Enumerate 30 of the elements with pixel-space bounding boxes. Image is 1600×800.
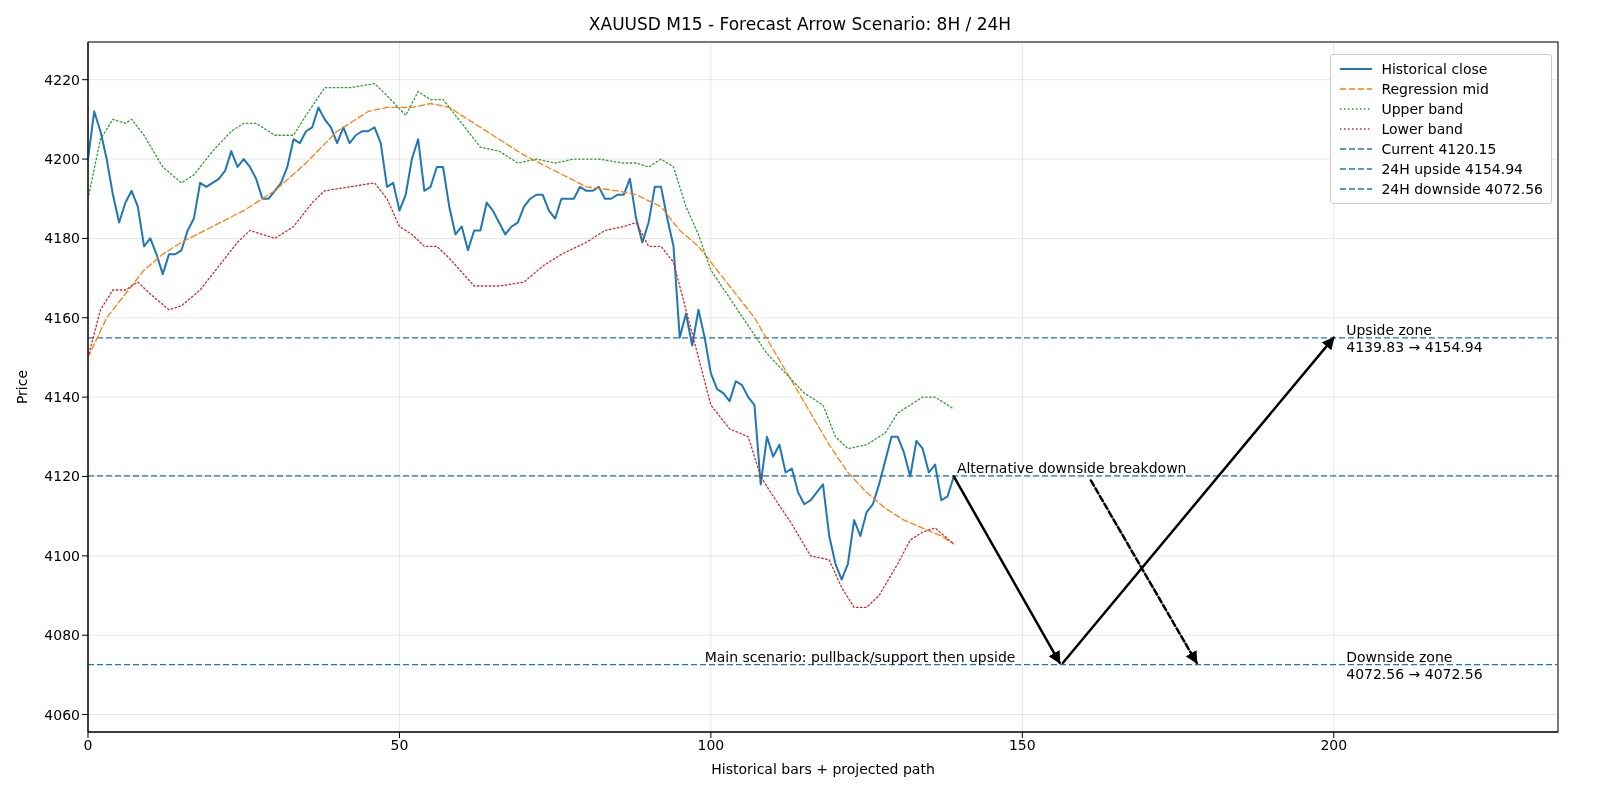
annotation: Upside zone 4139.83 → 4154.94 (1346, 321, 1483, 355)
legend-label: 24H upside 4154.94 (1381, 161, 1523, 177)
legend-label: Upper band (1381, 101, 1464, 117)
legend-label: Current 4120.15 (1381, 141, 1497, 157)
annotation: Alternative downside breakdown (956, 459, 1187, 476)
y-tick-label: 4160 (44, 309, 80, 326)
annotation: Main scenario: pullback/support then upside (704, 648, 1016, 665)
y-tick-label: 4200 (44, 151, 80, 168)
y-tick-label: 4120 (44, 468, 80, 485)
legend-label: Regression mid (1381, 81, 1489, 97)
x-tick-label: 100 (697, 736, 725, 753)
x-tick-label: 50 (390, 736, 409, 753)
legend-label: Historical close (1381, 61, 1488, 77)
y-tick-label: 4180 (44, 230, 80, 247)
line-series (88, 83, 955, 450)
y-tick-label: 4100 (44, 547, 80, 564)
legend-label: Lower band (1381, 121, 1464, 137)
line-series (88, 182, 955, 609)
x-axis-title: Historical bars + projected path (711, 761, 935, 777)
legend-label: 24H downside 4072.56 (1381, 181, 1543, 197)
annotation: Downside zone 4072.56 → 4072.56 (1346, 648, 1483, 682)
y-tick-label: 4060 (44, 706, 80, 723)
x-tick-label: 200 (1320, 736, 1348, 753)
y-tick-label: 4080 (44, 627, 80, 644)
chart-title: XAUUSD M15 - Forecast Arrow Scenario: 8H / 24H (587, 14, 1013, 34)
x-tick-label: 150 (1008, 736, 1036, 753)
y-axis-title: Price (13, 369, 30, 405)
y-tick-label: 4220 (44, 71, 80, 88)
x-tick-label: 0 (83, 736, 93, 753)
y-tick-label: 4140 (44, 389, 80, 406)
